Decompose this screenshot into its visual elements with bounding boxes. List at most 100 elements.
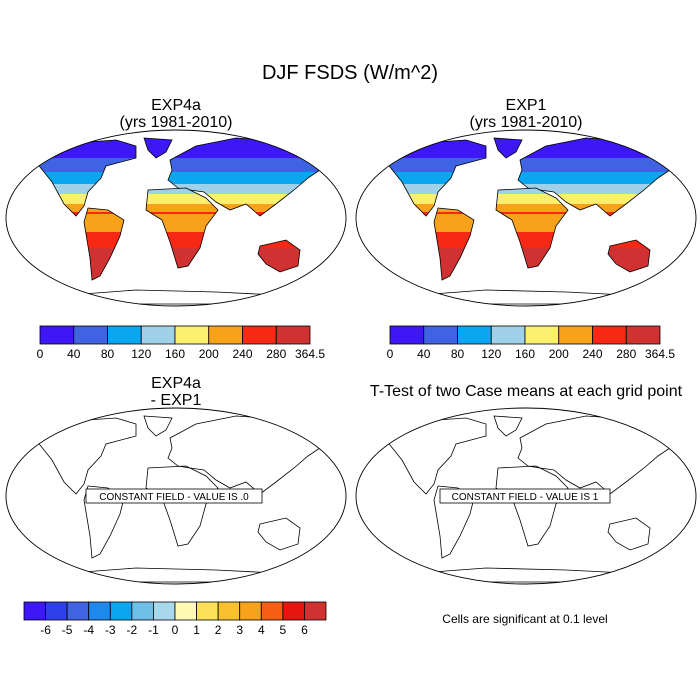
fsds-band	[168, 170, 332, 173]
colorbar-tick-label: 160	[515, 347, 535, 361]
fsds-band	[434, 212, 474, 215]
fsds-band	[146, 196, 218, 199]
colorbar-swatch	[260, 601, 284, 621]
colorbar-swatch	[423, 325, 458, 345]
fsds-band	[168, 204, 332, 207]
fsds-band	[168, 192, 332, 195]
fsds-band	[376, 168, 486, 171]
fsds-band	[518, 196, 682, 199]
fsds-band	[376, 190, 486, 193]
fsds-band	[84, 250, 124, 253]
fsds-band	[518, 164, 682, 167]
fsds-band	[26, 208, 136, 211]
fsds-band	[434, 218, 474, 221]
colorbar-tick-label: -6	[40, 623, 51, 637]
fsds-band	[496, 234, 568, 237]
fsds-band	[376, 194, 486, 197]
fsds-band	[376, 182, 486, 185]
fsds-band	[496, 248, 568, 251]
colorbar-tick-label: 80	[101, 347, 115, 361]
fsds-band	[608, 250, 650, 253]
fsds-band	[496, 240, 568, 243]
fsds-band	[26, 204, 136, 207]
field-label-box-3: CONSTANT FIELD - VALUE IS .0	[85, 488, 263, 504]
fsds-band	[434, 250, 474, 253]
fsds-field-namerica	[376, 140, 486, 216]
coastline-australia	[607, 517, 651, 551]
fsds-band	[84, 232, 124, 235]
panel4-title-line1: T-Test of two Case means at each grid po…	[369, 383, 683, 400]
fsds-band	[84, 238, 124, 241]
fsds-band	[84, 262, 124, 265]
fsds-band	[496, 244, 568, 247]
fsds-band	[26, 178, 136, 181]
fsds-band	[496, 262, 568, 265]
fsds-band	[608, 244, 650, 247]
fsds-band	[496, 188, 568, 191]
fsds-band	[518, 178, 682, 181]
colorbar-tick-label: 364.5	[645, 347, 675, 361]
fsds-band	[496, 230, 568, 233]
fsds-band	[146, 250, 218, 253]
fsds-band	[146, 252, 218, 255]
fsds-band	[84, 236, 124, 239]
fsds-band	[146, 194, 218, 197]
colorbar-swatch	[282, 601, 305, 621]
fsds-band	[434, 236, 474, 239]
fsds-band	[496, 202, 568, 205]
fsds-band	[376, 156, 486, 159]
fsds-band	[26, 162, 136, 165]
fsds-band	[26, 180, 136, 183]
fsds-band	[26, 200, 136, 203]
fsds-band	[496, 252, 568, 255]
fsds-band	[496, 226, 568, 229]
fsds-band	[496, 258, 568, 261]
fsds-band	[146, 264, 218, 267]
fsds-band	[518, 142, 682, 145]
fsds-band	[496, 250, 568, 253]
fsds-band	[496, 260, 568, 263]
fsds-band	[434, 238, 474, 241]
fsds-band	[146, 216, 218, 219]
fsds-band	[146, 244, 218, 247]
fsds-band	[496, 194, 568, 197]
fsds-band	[496, 204, 568, 207]
fsds-band	[496, 242, 568, 245]
fsds-band	[518, 148, 682, 151]
panel1-title-line2: (yrs 1981-2010)	[119, 114, 233, 131]
fsds-band	[496, 220, 568, 223]
fsds-band	[434, 230, 474, 233]
fsds-band	[376, 150, 486, 153]
fsds-band	[258, 252, 300, 255]
colorbar-swatch	[457, 325, 492, 345]
coastline-samerica	[83, 207, 125, 281]
coastline-australia	[257, 239, 301, 273]
fsds-band	[146, 234, 218, 237]
colorbar-swatch	[196, 601, 219, 621]
fsds-band	[376, 170, 486, 173]
fsds-band	[258, 260, 300, 263]
colorbar-swatch	[592, 325, 627, 345]
fsds-band	[26, 174, 136, 177]
colorbar-tick-label: 120	[131, 347, 151, 361]
fsds-band	[26, 188, 136, 191]
fsds-band	[496, 212, 568, 215]
fsds-band	[518, 146, 682, 149]
fsds-band	[146, 204, 218, 207]
fsds-band	[518, 170, 682, 173]
panel2-title-line1: EXP1	[505, 97, 547, 114]
colorbar-tick-label: 1	[193, 623, 200, 637]
fsds-band	[146, 246, 218, 249]
fsds-band	[26, 206, 136, 209]
panel3-title-line1: EXP4a	[151, 375, 201, 392]
fsds-band	[84, 230, 124, 233]
fsds-band	[84, 260, 124, 263]
fsds-band	[146, 240, 218, 243]
colorbar-swatch	[153, 601, 176, 621]
fsds-band	[376, 148, 486, 151]
coastline-australia	[257, 517, 301, 551]
fsds-band	[376, 186, 486, 189]
fsds-band	[608, 248, 650, 251]
constant-field-label: CONSTANT FIELD - VALUE IS 1	[452, 492, 599, 503]
